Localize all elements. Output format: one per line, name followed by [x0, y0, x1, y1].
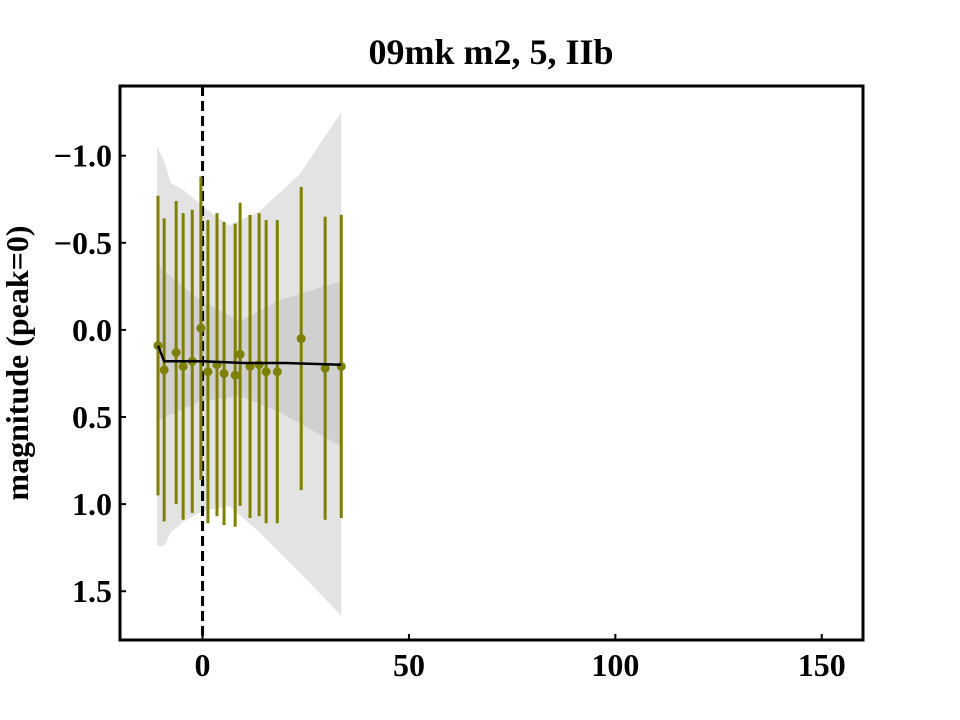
y-tick-label: 0.5: [72, 399, 112, 435]
data-point: [171, 348, 181, 358]
y-tick-label: −0.5: [54, 225, 112, 261]
data-point: [254, 360, 264, 370]
x-tick-label: 100: [591, 647, 639, 683]
data-point: [230, 370, 240, 380]
y-tick-label: −1.0: [54, 138, 112, 174]
data-point: [178, 361, 188, 371]
plot-frame: [118, 84, 865, 642]
data-point: [296, 334, 306, 344]
x-tick-label: 150: [798, 647, 846, 683]
y-tick-label: 1.0: [72, 486, 112, 522]
y-tick-label: 1.5: [72, 573, 112, 609]
data-point: [261, 367, 271, 377]
x-tick-label: 50: [393, 647, 425, 683]
y-tick-label: 0.0: [72, 312, 112, 348]
data-point: [336, 361, 346, 371]
fit-line: [156, 345, 342, 366]
x-tick-label: 0: [195, 647, 211, 683]
data-point: [219, 368, 229, 378]
y-axis-label: magnitude (peak=0): [0, 225, 35, 500]
data-point: [159, 365, 169, 375]
chart-title: 09mk m2, 5, IIb: [368, 32, 613, 72]
data-point: [272, 367, 282, 377]
data-point: [196, 323, 206, 333]
data-point: [203, 367, 213, 377]
data-point: [320, 363, 330, 373]
data-point: [235, 349, 245, 359]
